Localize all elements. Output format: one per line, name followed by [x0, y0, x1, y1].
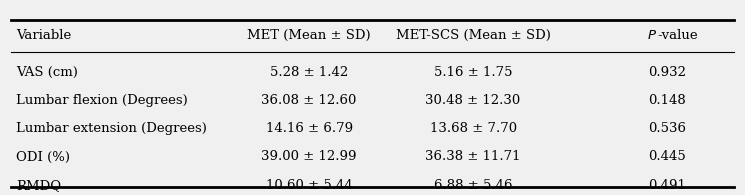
Text: 5.16 ± 1.75: 5.16 ± 1.75 [434, 66, 513, 79]
Text: VAS (cm): VAS (cm) [16, 66, 78, 79]
Text: 0.445: 0.445 [648, 151, 685, 163]
Text: 10.60 ± 5.44: 10.60 ± 5.44 [266, 179, 352, 192]
Text: Lumbar extension (Degrees): Lumbar extension (Degrees) [16, 122, 207, 135]
Text: MET-SCS (Mean ± SD): MET-SCS (Mean ± SD) [396, 29, 551, 42]
Text: 6.88 ± 5.46: 6.88 ± 5.46 [434, 179, 513, 192]
Text: 0.148: 0.148 [648, 94, 685, 107]
Text: $\it{P}$: $\it{P}$ [647, 29, 657, 42]
Text: 0.536: 0.536 [647, 122, 686, 135]
Text: 36.38 ± 11.71: 36.38 ± 11.71 [425, 151, 521, 163]
Text: 14.16 ± 6.79: 14.16 ± 6.79 [266, 122, 352, 135]
Text: -value: -value [658, 29, 699, 42]
Text: 36.08 ± 12.60: 36.08 ± 12.60 [261, 94, 357, 107]
Text: ODI (%): ODI (%) [16, 151, 70, 163]
Text: 39.00 ± 12.99: 39.00 ± 12.99 [261, 151, 357, 163]
Text: Variable: Variable [16, 29, 72, 42]
Text: MET (Mean ± SD): MET (Mean ± SD) [247, 29, 371, 42]
Text: 13.68 ± 7.70: 13.68 ± 7.70 [430, 122, 516, 135]
Text: 0.491: 0.491 [648, 179, 685, 192]
Text: 0.932: 0.932 [647, 66, 686, 79]
Text: 5.28 ± 1.42: 5.28 ± 1.42 [270, 66, 349, 79]
Text: Lumbar flexion (Degrees): Lumbar flexion (Degrees) [16, 94, 188, 107]
Text: RMDQ: RMDQ [16, 179, 62, 192]
Text: 30.48 ± 12.30: 30.48 ± 12.30 [425, 94, 521, 107]
